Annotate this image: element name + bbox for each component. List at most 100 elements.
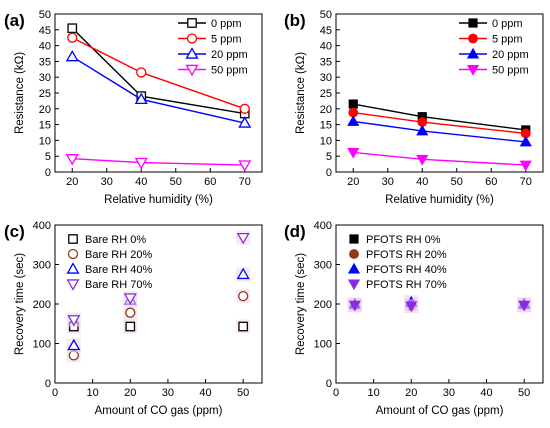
data-point: [236, 232, 250, 245]
x-tick-label: 20: [124, 387, 136, 399]
data-point: [238, 321, 249, 332]
series-1: [347, 298, 532, 313]
y-tick-label: 15: [320, 120, 332, 132]
y-axis-title: Resistance (kΩ): [14, 52, 26, 134]
panel-a: (a) 20 30 40 50 60 70 0 5 10 15 20 25 30 35 40 45 50 Relat…: [4, 9, 263, 206]
y-tick-label: 5: [45, 151, 51, 163]
panel-label: (c): [4, 222, 25, 241]
x-tick-label: 30: [162, 387, 174, 399]
y-tick-label: 25: [320, 88, 332, 100]
panel-label: (d): [284, 222, 306, 241]
legend-label: Bare RH 0%: [85, 234, 146, 246]
x-tick-label: 20: [405, 387, 417, 399]
x-axis-title: Relative humidity (%): [385, 194, 494, 206]
x-tick-label: 70: [239, 176, 251, 188]
x-tick-label: 30: [101, 176, 113, 188]
x-tick-label: 70: [520, 176, 532, 188]
series-line: [353, 103, 526, 131]
y-tick-label: 45: [320, 25, 332, 37]
x-tick-label: 0: [333, 387, 339, 399]
x-tick-label: 50: [451, 176, 463, 188]
legend-marker: [347, 279, 361, 291]
data-point: [416, 154, 429, 166]
y-tick-label: 300: [314, 260, 332, 272]
data-point: [405, 301, 418, 313]
y-axis-title: Resistance (kΩ): [295, 52, 307, 134]
y-tick-label: 40: [39, 41, 51, 53]
series-0: [347, 297, 532, 313]
legend-marker: [186, 33, 198, 44]
data-point: [67, 315, 81, 327]
x-tick-label: 20: [347, 176, 359, 188]
series-3: [347, 298, 532, 313]
legend-label: 50 ppm: [211, 65, 248, 77]
series-3: [65, 154, 252, 172]
legend-label: PFOTS RH 0%: [366, 234, 441, 246]
x-tick-label: 20: [66, 176, 78, 188]
legend-label: PFOTS RH 70%: [366, 279, 447, 291]
panel-c: (c) 0 10 20 30 40 50 0 100 200 300 400 Amount of CO …: [4, 220, 263, 417]
data-point: [136, 67, 147, 78]
y-tick-label: 35: [39, 56, 51, 68]
legend-marker: [185, 64, 199, 77]
y-tick-label: 5: [326, 151, 332, 163]
legend-label: 5 ppm: [492, 34, 523, 46]
series-3: [347, 147, 532, 172]
y-tick-label: 45: [39, 25, 51, 37]
series-2: [347, 295, 532, 311]
data-point: [347, 115, 360, 126]
data-point: [236, 267, 250, 280]
series-line: [72, 158, 245, 166]
legend-label: 0 ppm: [492, 18, 523, 30]
x-axis-title: Amount of CO gas (ppm): [376, 405, 504, 417]
x-tick-label: 60: [485, 176, 497, 188]
y-tick-label: 0: [326, 378, 332, 390]
y-tick-label: 40: [320, 41, 332, 53]
legend-marker: [349, 234, 359, 244]
data-point: [123, 293, 137, 305]
data-point: [67, 338, 81, 351]
data-point: [519, 160, 532, 172]
data-point: [519, 135, 532, 147]
y-tick-label: 100: [33, 339, 51, 351]
y-tick-label: 100: [314, 339, 332, 351]
x-tick-label: 40: [199, 387, 211, 399]
y-tick-label: 200: [33, 299, 51, 311]
legend-label: Bare RH 70%: [85, 279, 152, 291]
data-point: [348, 300, 361, 312]
legend-marker: [468, 18, 478, 28]
series-1: [66, 289, 251, 363]
legend-marker: [187, 18, 197, 28]
x-tick-label: 50: [170, 176, 182, 188]
legend-marker: [349, 249, 359, 259]
legend-label: Bare RH 40%: [85, 264, 152, 276]
panel-b: (b) 20 30 40 50 60 70 0 5 10 15 20 25 30 35 40 45 50 Relat…: [284, 9, 544, 206]
data-point: [238, 160, 252, 172]
legend-marker: [68, 234, 78, 244]
series-0: [348, 99, 531, 135]
series-3: [66, 230, 251, 327]
x-tick-label: 50: [518, 387, 530, 399]
series-1: [67, 32, 250, 114]
data-point: [518, 300, 531, 312]
y-tick-label: 30: [320, 72, 332, 84]
legend-marker: [466, 47, 480, 59]
y-tick-label: 10: [320, 135, 332, 147]
y-tick-label: 20: [39, 104, 51, 116]
panel-label: (b): [284, 11, 306, 30]
legend-label: PFOTS RH 20%: [366, 249, 447, 261]
data-point: [348, 99, 358, 109]
legend-label: 20 ppm: [211, 49, 248, 61]
legend-marker: [67, 248, 79, 260]
data-point: [65, 49, 79, 62]
legend-label: 0 ppm: [211, 18, 242, 30]
panel-label: (a): [4, 11, 25, 30]
y-tick-label: 0: [45, 167, 51, 179]
series-line: [353, 111, 526, 135]
series-2: [66, 267, 251, 353]
data-point: [416, 124, 429, 136]
legend-label: PFOTS RH 40%: [366, 264, 447, 276]
x-axis-title: Amount of CO gas (ppm): [95, 405, 223, 417]
x-tick-label: 50: [237, 387, 249, 399]
